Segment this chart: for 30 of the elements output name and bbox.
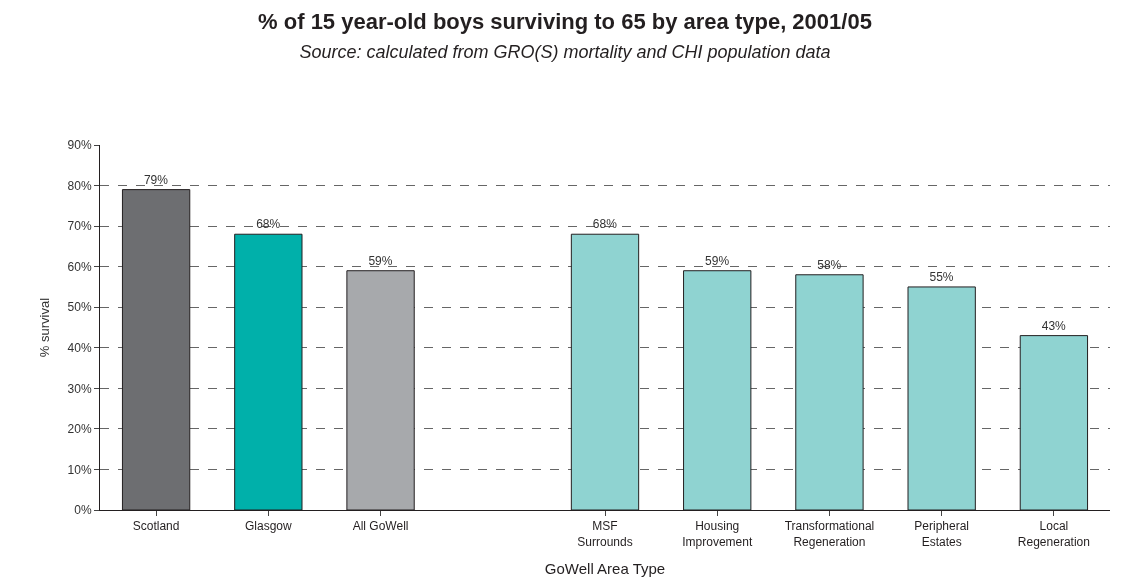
chart-title: % of 15 year-old boys surviving to 65 by area type, 2001/05 xyxy=(258,9,872,35)
x-tick-label: Transformational Regeneration xyxy=(784,519,875,549)
data-label: 55% xyxy=(929,269,954,284)
x-tick-label: MSF Surrounds xyxy=(577,519,633,549)
data-label: 68% xyxy=(256,217,281,232)
y-tick-label: 40% xyxy=(67,340,92,355)
y-tick-label: 20% xyxy=(67,422,92,437)
data-label: 58% xyxy=(817,257,842,272)
y-tick-label: 90% xyxy=(67,138,92,153)
data-label: 59% xyxy=(705,253,730,268)
x-tick-label: Scotland xyxy=(132,519,180,534)
chart-subtitle: Source: calculated from GRO(S) mortality and CHI population data xyxy=(299,41,831,62)
y-tick-label: 0% xyxy=(74,503,92,518)
x-tick-label: Housing Improvement xyxy=(682,519,753,549)
y-tick-label: 50% xyxy=(67,300,92,315)
data-label: 68% xyxy=(592,217,618,232)
y-axis-title: % survival xyxy=(36,297,52,358)
y-tick-label: 80% xyxy=(67,178,92,193)
data-label: 43% xyxy=(1041,318,1067,333)
x-tick-label: Peripheral Estates xyxy=(914,519,970,549)
x-tick-label: All GoWell xyxy=(352,519,409,534)
x-axis-title: GoWell Area Type xyxy=(544,560,666,577)
data-label: 79% xyxy=(143,172,169,187)
y-tick-label: 30% xyxy=(67,381,92,396)
y-tick-label: 10% xyxy=(67,462,92,477)
y-tick-label: 60% xyxy=(67,259,92,274)
x-tick-label: Glasgow xyxy=(244,519,293,534)
data-label: 59% xyxy=(368,253,393,268)
x-tick-label: Local Regeneration xyxy=(1017,519,1090,549)
y-tick-label: 70% xyxy=(67,219,92,234)
